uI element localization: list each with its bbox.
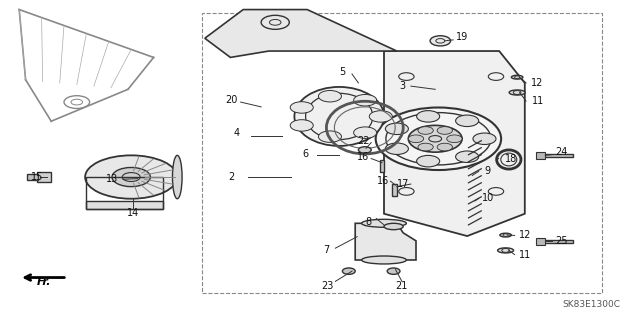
Text: 14: 14 <box>127 208 140 218</box>
Circle shape <box>112 167 150 187</box>
Text: 25: 25 <box>556 236 568 247</box>
Text: 19: 19 <box>456 32 468 42</box>
Circle shape <box>354 94 377 106</box>
Circle shape <box>290 120 313 131</box>
Circle shape <box>417 111 440 122</box>
Bar <box>536 152 545 159</box>
Bar <box>536 238 545 245</box>
Circle shape <box>408 125 462 152</box>
Circle shape <box>376 108 501 170</box>
Circle shape <box>418 143 433 151</box>
Text: 5: 5 <box>339 67 346 77</box>
Text: 23: 23 <box>321 281 334 291</box>
Ellipse shape <box>362 219 406 227</box>
Circle shape <box>418 127 433 134</box>
Circle shape <box>385 123 408 135</box>
Ellipse shape <box>500 233 511 237</box>
Text: 17: 17 <box>397 179 410 189</box>
Ellipse shape <box>511 75 523 79</box>
Text: 4: 4 <box>234 128 240 138</box>
Text: 16: 16 <box>357 152 370 162</box>
Bar <box>27 174 38 180</box>
Circle shape <box>456 151 479 162</box>
Circle shape <box>430 36 451 46</box>
Text: SK83E1300C: SK83E1300C <box>563 300 621 309</box>
Text: 21: 21 <box>396 281 408 291</box>
Circle shape <box>319 131 342 142</box>
Text: 22: 22 <box>357 136 370 146</box>
Text: 11: 11 <box>531 96 544 106</box>
Text: Fr.: Fr. <box>36 277 51 287</box>
Text: 12: 12 <box>518 230 531 241</box>
Ellipse shape <box>498 248 514 253</box>
Circle shape <box>437 127 452 134</box>
Bar <box>202 13 602 293</box>
Text: 7: 7 <box>323 245 330 256</box>
Text: 8: 8 <box>365 217 371 227</box>
Text: 11: 11 <box>518 249 531 260</box>
Ellipse shape <box>172 155 182 199</box>
Circle shape <box>354 127 377 138</box>
Bar <box>392 184 397 196</box>
Circle shape <box>369 111 392 122</box>
Bar <box>380 160 384 172</box>
Circle shape <box>417 155 440 167</box>
Polygon shape <box>355 223 416 260</box>
Polygon shape <box>384 51 525 236</box>
Bar <box>37 172 51 182</box>
Bar <box>538 154 573 157</box>
Text: 9: 9 <box>484 166 491 176</box>
Text: 13: 13 <box>106 174 118 184</box>
Circle shape <box>358 147 371 153</box>
Polygon shape <box>205 10 397 57</box>
Circle shape <box>342 268 355 274</box>
Circle shape <box>319 91 342 102</box>
Circle shape <box>408 135 424 143</box>
Circle shape <box>385 143 408 154</box>
Text: 2: 2 <box>228 172 235 182</box>
Circle shape <box>290 102 313 113</box>
Bar <box>86 201 163 209</box>
Ellipse shape <box>294 87 384 146</box>
Circle shape <box>387 268 400 274</box>
Bar <box>538 240 573 243</box>
Text: 15: 15 <box>31 172 44 182</box>
Ellipse shape <box>85 155 177 199</box>
Text: 16: 16 <box>376 176 389 186</box>
Bar <box>86 177 163 209</box>
Text: 3: 3 <box>399 81 405 91</box>
Circle shape <box>437 143 452 151</box>
Text: 10: 10 <box>481 193 494 204</box>
Ellipse shape <box>509 90 525 95</box>
Text: 18: 18 <box>504 153 517 164</box>
Text: 6: 6 <box>303 149 309 159</box>
Text: 12: 12 <box>531 78 544 88</box>
Circle shape <box>473 133 496 145</box>
Ellipse shape <box>384 223 403 230</box>
Circle shape <box>447 135 462 143</box>
Text: 20: 20 <box>225 95 238 106</box>
Ellipse shape <box>362 256 406 264</box>
Circle shape <box>456 115 479 127</box>
Text: 24: 24 <box>556 147 568 157</box>
